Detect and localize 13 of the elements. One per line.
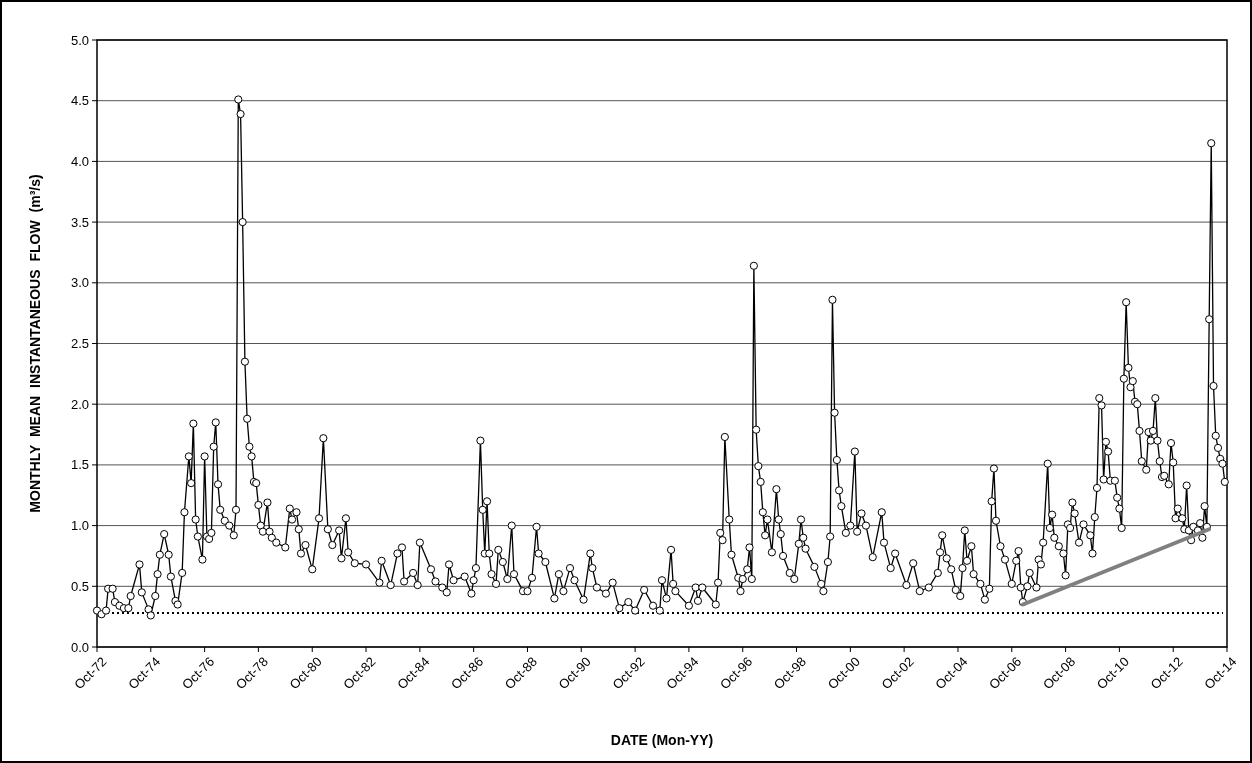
y-tick-label: 0.0	[70, 639, 89, 655]
y-tick-label: 3.5	[70, 214, 89, 230]
y-axis-title: MONTHLY MEAN INSTANTANEOUS FLOW (m³/s)	[27, 174, 43, 513]
y-tick-label: 3.0	[70, 275, 89, 291]
y-tick-label: 1.0	[70, 518, 89, 534]
y-tick-label: 5.0	[70, 32, 89, 48]
y-tick-label: 2.5	[70, 336, 89, 352]
y-tick-label: 1.5	[70, 457, 89, 473]
y-tick-label: 4.0	[70, 153, 89, 169]
x-axis-title: DATE (Mon-YY)	[610, 732, 714, 748]
y-tick-label: 4.5	[70, 93, 89, 109]
y-tick-label: 2.0	[70, 396, 89, 412]
y-tick-label: 0.5	[70, 578, 89, 594]
